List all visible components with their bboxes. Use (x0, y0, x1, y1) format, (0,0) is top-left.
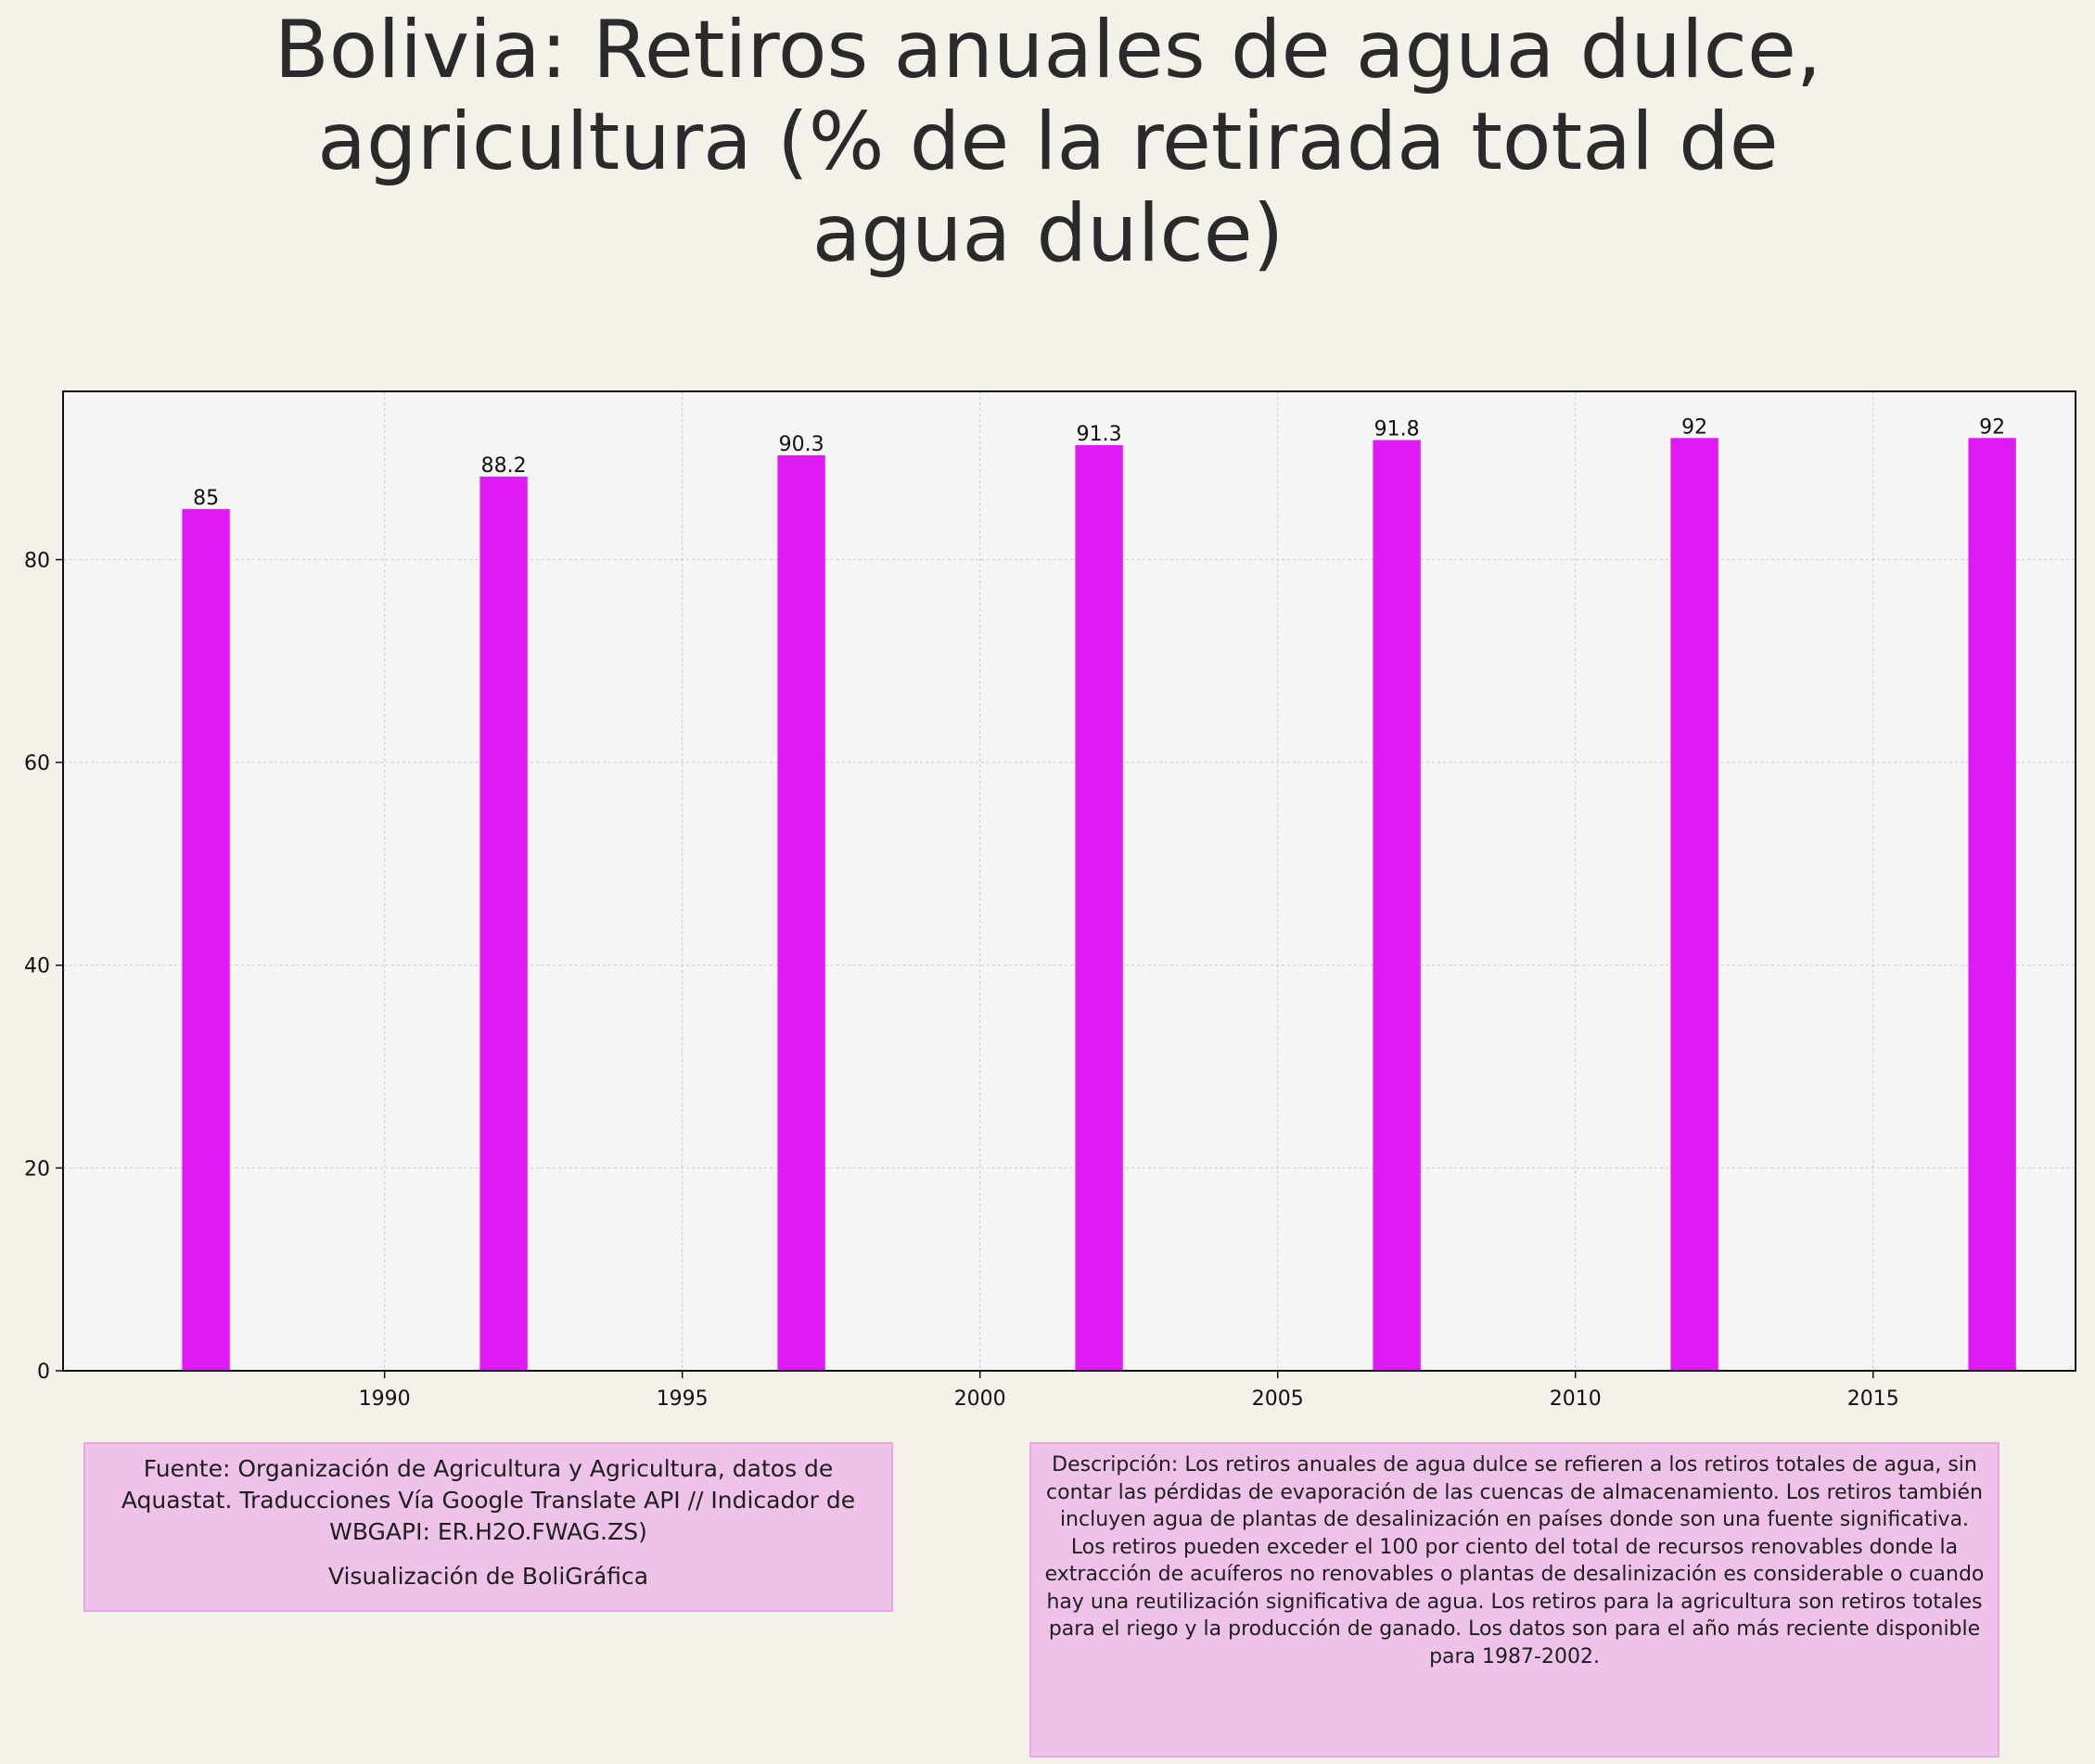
y-tick-label: 20 (24, 1157, 50, 1181)
bar (1670, 438, 1718, 1371)
x-tick-label: 2000 (954, 1387, 1006, 1411)
credit-text: Visualización de BoliGráfica (327, 1563, 649, 1590)
source-text: Fuente: Organización de Agricultura y Ag… (121, 1455, 856, 1545)
bar (182, 508, 230, 1371)
bar-value-label: 92 (1681, 415, 1707, 439)
x-tick-label: 1990 (359, 1387, 411, 1411)
y-tick-label: 0 (37, 1361, 50, 1384)
bar-value-label: 91.8 (1374, 417, 1420, 441)
bar-value-label: 90.3 (779, 433, 824, 456)
bar-value-label: 88.2 (481, 454, 527, 478)
bar-chart: 85 88.2 90.3 91.3 91.8 92 92 1990 1995 2000 2005 2… (24, 390, 2076, 1411)
bar (1075, 444, 1123, 1372)
data-labels: 85 88.2 90.3 91.3 91.8 92 92 (193, 415, 2005, 510)
source-note: Fuente: Organización de Agricultura y Ag… (83, 1442, 893, 1612)
bar (777, 454, 825, 1371)
y-tick-label: 60 (24, 752, 50, 775)
y-tick-label: 40 (24, 955, 50, 978)
axes: 1990 1995 2000 2005 2010 2015 0 20 40 60 80 (24, 549, 1899, 1411)
bar (1373, 440, 1421, 1371)
bar-value-label: 92 (1979, 415, 2005, 439)
page-title: Bolivia: Retiros anuales de agua dulce, … (274, 4, 1822, 280)
bars (182, 438, 2016, 1372)
x-tick-label: 2015 (1847, 1387, 1899, 1411)
x-tick-label: 1995 (657, 1387, 709, 1411)
plot-frame (62, 390, 2076, 1372)
y-tick-label: 80 (24, 549, 50, 572)
description-note: Descripción: Los retiros anuales de agua… (1029, 1442, 1999, 1758)
bar (479, 476, 528, 1371)
x-tick-label: 2005 (1252, 1387, 1304, 1411)
plot-area (63, 391, 2076, 1371)
bar-value-label: 85 (193, 487, 219, 510)
bar (1968, 438, 2016, 1371)
bar-value-label: 91.3 (1077, 423, 1122, 446)
x-tick-label: 2010 (1550, 1387, 1602, 1411)
